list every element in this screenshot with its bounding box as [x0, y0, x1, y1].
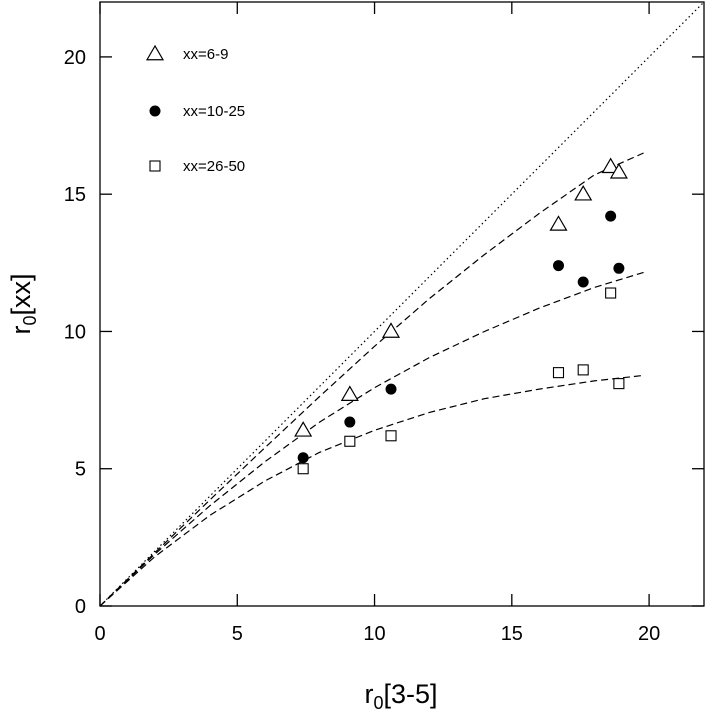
data-point — [609, 163, 628, 179]
y-axis-title: r0[xx] — [6, 273, 40, 334]
data-point — [577, 364, 589, 376]
data-markers — [294, 157, 628, 475]
data-point — [297, 452, 309, 464]
data-point — [344, 416, 356, 428]
x-tick-label: 0 — [94, 623, 105, 645]
x-tick-label: 15 — [501, 623, 523, 645]
data-point — [613, 262, 625, 274]
legend: xx=6-9 xx=10-25 xx=26-50 — [145, 44, 245, 175]
y-tick-label: 10 — [64, 321, 86, 343]
y-tick-label: 5 — [75, 459, 86, 481]
fit-curve — [99, 152, 644, 607]
legend-marker — [149, 105, 161, 117]
legend-label: xx=10-25 — [183, 103, 245, 120]
data-point — [613, 378, 625, 390]
data-point — [549, 215, 568, 231]
y-tick-label: 15 — [64, 184, 86, 206]
reference-lines — [99, 1, 705, 607]
data-point — [552, 367, 565, 379]
data-point — [294, 421, 313, 437]
data-point — [605, 287, 617, 299]
legend-label: xx=6-9 — [183, 46, 228, 63]
data-point — [297, 463, 309, 475]
data-point — [385, 430, 397, 442]
data-point — [605, 210, 617, 222]
data-point — [340, 385, 359, 401]
x-tick-label: 5 — [232, 623, 243, 645]
data-point — [552, 260, 564, 272]
fit-curve — [99, 271, 644, 607]
y-tick-label: 0 — [75, 596, 86, 618]
y-tick-label: 20 — [64, 47, 86, 69]
legend-marker — [149, 160, 161, 172]
data-point — [577, 276, 589, 288]
data-point — [601, 157, 620, 174]
x-tick-label: 10 — [363, 623, 385, 645]
data-point — [574, 184, 593, 201]
data-point — [344, 435, 356, 447]
x-tick-label: 20 — [638, 623, 660, 645]
fit-curve — [99, 374, 644, 607]
data-point — [385, 383, 397, 395]
legend-marker — [145, 44, 165, 61]
plot-frame — [99, 1, 705, 607]
identity-line — [99, 1, 705, 607]
data-point — [381, 322, 401, 338]
x-axis-title: r0[3-5] — [364, 679, 437, 713]
legend-label: xx=26-50 — [183, 158, 245, 175]
axis-ticks: 0 5 10 15 20 0 5 10 15 20 — [64, 2, 704, 645]
